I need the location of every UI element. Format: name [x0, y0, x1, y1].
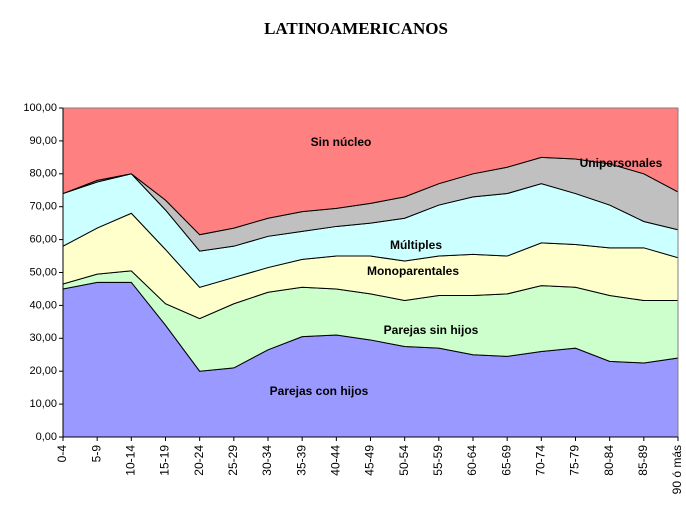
y-tick-label: 50,00: [29, 266, 57, 278]
x-tick-label: 20-24: [192, 445, 206, 476]
x-tick-label: 10-14: [124, 445, 138, 476]
y-tick-label: 100,00: [23, 102, 57, 114]
x-tick-label: 80-84: [602, 445, 616, 476]
series-label: Parejas con hijos: [270, 384, 369, 398]
y-tick-label: 70,00: [29, 201, 57, 213]
chart-title: LATINOAMERICANOS: [264, 19, 448, 38]
x-tick-label: 55-59: [431, 445, 445, 476]
x-tick-label: 70-74: [534, 445, 548, 476]
y-tick-label: 30,00: [29, 332, 57, 344]
x-tick-label: 25-29: [226, 445, 240, 476]
x-tick-label: 0-4: [55, 445, 69, 463]
y-tick-label: 90,00: [29, 135, 57, 147]
x-tick-label: 75-79: [568, 445, 582, 476]
series-label: Parejas sin hijos: [384, 323, 479, 337]
x-tick-label: 45-49: [363, 445, 377, 476]
y-tick-label: 10,00: [29, 398, 57, 410]
x-tick-label: 15-19: [158, 445, 172, 476]
x-tick-label: 90 ó más: [670, 445, 684, 494]
x-tick-label: 35-39: [294, 445, 308, 476]
series-label: Monoparentales: [367, 264, 459, 278]
y-tick-label: 40,00: [29, 299, 57, 311]
y-tick-label: 0,00: [36, 431, 57, 443]
x-tick-label: 85-89: [636, 445, 650, 476]
y-tick-label: 60,00: [29, 234, 57, 246]
x-tick-label: 5-9: [89, 445, 103, 463]
x-tick-label: 65-69: [499, 445, 513, 476]
x-tick-label: 60-64: [465, 445, 479, 476]
y-tick-label: 20,00: [29, 365, 57, 377]
x-tick-label: 30-34: [260, 445, 274, 476]
x-tick-label: 50-54: [397, 445, 411, 476]
series-label: Sin núcleo: [311, 135, 372, 149]
series-label: Unipersonales: [580, 156, 663, 170]
series-label: Múltiples: [390, 238, 442, 252]
x-tick-label: 40-44: [329, 445, 343, 476]
y-tick-label: 80,00: [29, 168, 57, 180]
